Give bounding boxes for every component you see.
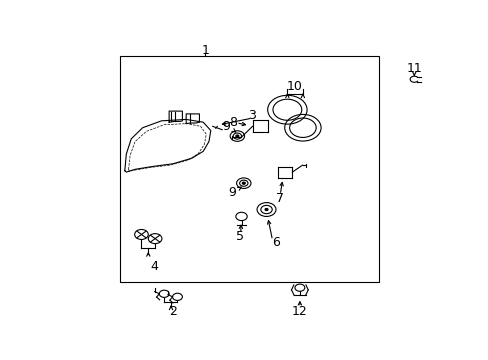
Text: 7: 7 — [276, 192, 284, 205]
Circle shape — [242, 182, 245, 184]
Text: 6: 6 — [271, 236, 279, 249]
Text: 1: 1 — [201, 44, 209, 57]
Circle shape — [264, 208, 267, 211]
Text: 9: 9 — [228, 186, 236, 199]
Text: 2: 2 — [169, 305, 177, 318]
Text: 12: 12 — [291, 305, 307, 318]
Text: 5: 5 — [236, 230, 244, 243]
Text: 3: 3 — [248, 109, 256, 122]
Text: 10: 10 — [285, 80, 302, 93]
Text: 11: 11 — [406, 62, 421, 75]
Text: 8: 8 — [229, 116, 237, 129]
Text: 4: 4 — [150, 260, 158, 273]
Circle shape — [235, 135, 238, 137]
Bar — [120, 56, 379, 282]
Text: 9: 9 — [222, 120, 229, 134]
